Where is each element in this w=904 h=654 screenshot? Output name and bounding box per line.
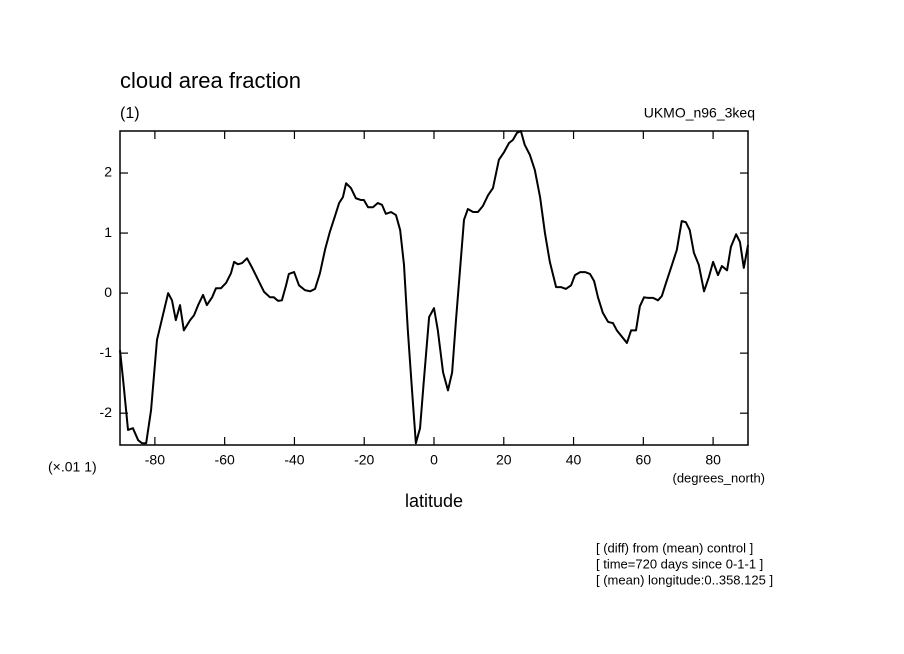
x-tick-label: -20 (354, 452, 374, 468)
x-tick-label: -80 (145, 452, 165, 468)
x-units: (degrees_north) (673, 470, 766, 485)
multiplier: (×.01 1) (48, 459, 97, 475)
data-line (119, 130, 749, 445)
experiment: UKMO_n96_3keq (644, 105, 755, 121)
x-tick-label: -60 (215, 452, 235, 468)
x-tick-label: 20 (496, 452, 512, 468)
x-tick-label: 0 (430, 452, 438, 468)
y-tick-label: -1 (100, 344, 113, 360)
y-tick-label: 0 (104, 284, 112, 300)
x-axis-label: latitude (405, 491, 463, 511)
y-tick-label: 2 (104, 164, 112, 180)
x-tick-label: -40 (284, 452, 304, 468)
x-tick-label: 40 (566, 452, 582, 468)
y-tick-label: -2 (100, 404, 113, 420)
x-tick-label: 80 (705, 452, 721, 468)
note: [ (diff) from (mean) control ] (596, 540, 753, 555)
note: [ time=720 days since 0-1-1 ] (596, 556, 763, 571)
units: (1) (120, 105, 140, 122)
y-tick-label: 1 (104, 224, 112, 240)
x-tick-label: 60 (636, 452, 652, 468)
note: [ (mean) longitude:0..358.125 ] (596, 572, 773, 587)
chart-title: cloud area fraction (120, 68, 301, 93)
